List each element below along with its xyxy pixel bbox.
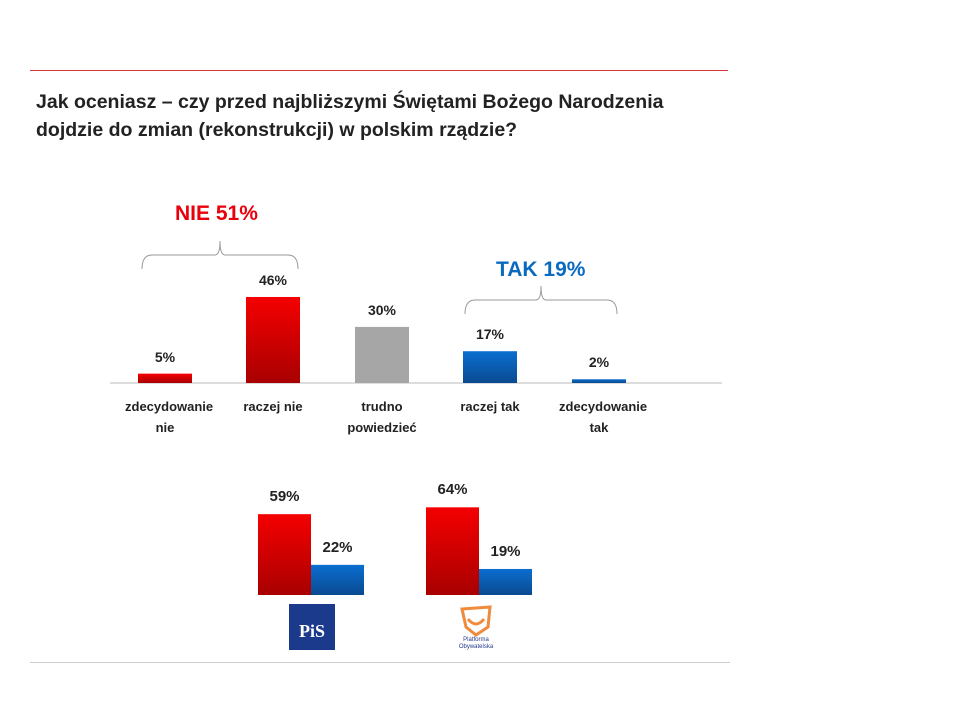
- party-bar: [479, 568, 532, 595]
- title-line-1: Jak oceniasz – czy przed najbliższymi Św…: [36, 91, 664, 113]
- po-logo: Platforma Obywatelska: [452, 603, 500, 653]
- party-data-label: 64%: [437, 481, 468, 499]
- bar: [138, 373, 192, 383]
- group-label: TAK 19%: [496, 258, 586, 281]
- pis-logo: PiS: [289, 604, 335, 650]
- title-line-2: dojdzie do zmian (rekonstrukcji) w polsk…: [36, 119, 518, 141]
- data-label: 2%: [588, 354, 610, 371]
- category-label: raczej tak: [460, 399, 520, 414]
- top-rule: [30, 70, 728, 71]
- data-label: 46%: [258, 271, 288, 288]
- bar: [463, 351, 517, 383]
- data-label: 17%: [475, 326, 505, 343]
- page-title: Jak oceniasz – czy przed najbliższymi Św…: [36, 88, 736, 144]
- bar: [572, 379, 626, 383]
- party-data-label: 19%: [490, 542, 521, 560]
- bar: [246, 296, 300, 383]
- party-data-label: 59%: [269, 488, 300, 506]
- category-label: raczej nie: [243, 399, 303, 414]
- po-heart-icon: [460, 605, 492, 637]
- party-bar: [426, 507, 479, 595]
- category-label: trudno powiedzieć: [347, 399, 417, 435]
- party-data-label: 22%: [322, 538, 353, 556]
- bar: [355, 326, 409, 383]
- category-label: zdecydowanie tak: [559, 399, 648, 435]
- category-label: zdecydowanie nie: [125, 399, 214, 435]
- bottom-rule: [30, 662, 730, 663]
- party-bar: [258, 514, 311, 595]
- data-label: 30%: [367, 301, 397, 318]
- group-bracket: [464, 285, 618, 315]
- group-label: NIE 51%: [175, 202, 258, 225]
- group-bracket: [141, 240, 299, 270]
- party-bar: [311, 564, 364, 595]
- data-label: 5%: [154, 348, 176, 365]
